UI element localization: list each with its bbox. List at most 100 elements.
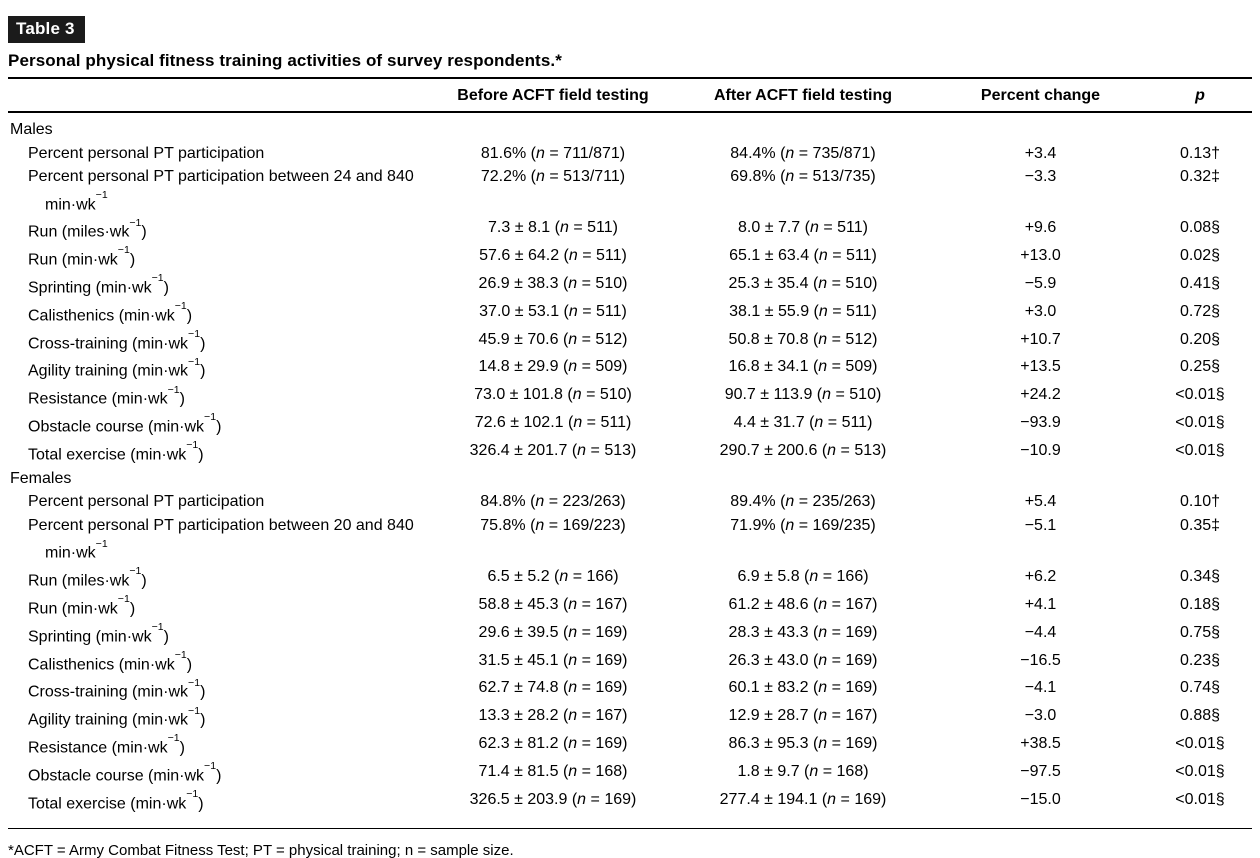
cell-before: 84.8% (n = 223/263) [480, 493, 626, 511]
cell-after: 28.3 ± 43.3 (n = 169) [728, 623, 878, 641]
section-row-males: Males [8, 112, 1252, 142]
cell-after: 277.4 ± 194.1 (n = 169) [719, 790, 887, 808]
cell-percent-change: −15.0 [1020, 790, 1061, 808]
title-rule [8, 77, 1252, 79]
cell-percent-change: −16.5 [1020, 651, 1061, 669]
cell-before: 62.3 ± 81.2 (n = 169) [478, 735, 628, 753]
col-header-stub [8, 79, 433, 113]
cell-p-value: 0.13† [1179, 144, 1221, 162]
col-header-percent-change: Percent change [933, 79, 1148, 113]
table-row: Total exercise (min·wk−1) 326.5 ± 203.9 … [8, 788, 1252, 816]
cell-after: 38.1 ± 55.9 (n = 511) [729, 302, 877, 320]
cell-p-value: 0.18§ [1179, 595, 1221, 613]
cell-after: 69.8% (n = 513/735) [730, 168, 876, 185]
cell-p-value: 0.75§ [1179, 623, 1221, 641]
cell-percent-change: −5.1 [1024, 516, 1057, 534]
row-label-line2: min·wk−1 [45, 188, 108, 213]
table-row: Total exercise (min·wk−1) 326.4 ± 201.7 … [8, 439, 1252, 467]
cell-p-value: 0.32‡ [1179, 168, 1221, 185]
cell-before: 45.9 ± 70.6 (n = 512) [478, 330, 628, 348]
row-label: Resistance (min·wk−1) [28, 383, 185, 408]
table-row: Resistance (min·wk−1) 73.0 ± 101.8 (n = … [8, 383, 1252, 411]
cell-percent-change: +5.4 [1024, 493, 1057, 511]
cell-before: 75.8% (n = 169/223) [480, 516, 626, 534]
cell-percent-change: +9.6 [1024, 219, 1057, 237]
cell-p-value: 0.25§ [1179, 358, 1221, 376]
table-row: Obstacle course (min·wk−1) 72.6 ± 102.1 … [8, 411, 1252, 439]
table-row: Run (min·wk−1) 57.6 ± 64.2 (n = 511) 65.… [8, 244, 1252, 272]
table-row: Cross-training (min·wk−1) 62.7 ± 74.8 (n… [8, 676, 1252, 704]
table-row: Calisthenics (min·wk−1) 31.5 ± 45.1 (n =… [8, 649, 1252, 677]
row-label-line1: Percent personal PT participation betwee… [28, 516, 414, 534]
table-row: Agility training (min·wk−1) 13.3 ± 28.2 … [8, 704, 1252, 732]
cell-before: 72.2% (n = 513/711) [480, 168, 626, 185]
row-label: Agility training (min·wk−1) [28, 704, 206, 729]
cell-percent-change: +3.0 [1024, 302, 1057, 320]
table-row: Percent personal PT participation 84.8% … [8, 490, 1252, 514]
row-label: Resistance (min·wk−1) [28, 732, 185, 757]
row-label: Obstacle course (min·wk−1) [28, 411, 222, 436]
table-row: Sprinting (min·wk−1) 29.6 ± 39.5 (n = 16… [8, 621, 1252, 649]
table-row: Percent personal PT participation 81.6% … [8, 142, 1252, 166]
cell-p-value: 0.34§ [1179, 568, 1221, 586]
row-label-line2: min·wk−1 [45, 537, 108, 562]
cell-after: 61.2 ± 48.6 (n = 167) [728, 595, 878, 613]
cell-p-value: 0.72§ [1179, 302, 1221, 320]
cell-after: 8.0 ± 7.7 (n = 511) [738, 219, 868, 237]
cell-after: 4.4 ± 31.7 (n = 511) [733, 414, 873, 432]
row-label: Cross-training (min·wk−1) [28, 327, 206, 352]
cell-after: 12.9 ± 28.7 (n = 167) [728, 707, 878, 725]
cell-after: 6.9 ± 5.8 (n = 166) [737, 568, 869, 586]
cell-before: 14.8 ± 29.9 (n = 509) [478, 358, 628, 376]
table-title: Personal physical fitness training activ… [8, 51, 562, 70]
cell-before: 29.6 ± 39.5 (n = 169) [478, 623, 628, 641]
cell-p-value: <0.01§ [1175, 762, 1225, 780]
cell-percent-change: +13.5 [1020, 358, 1061, 376]
table-row: Percent personal PT participation betwee… [8, 514, 1252, 565]
cell-p-value: 0.08§ [1179, 219, 1221, 237]
row-label: Calisthenics (min·wk−1) [28, 300, 193, 325]
cell-p-value: 0.74§ [1179, 679, 1221, 697]
row-label: Cross-training (min·wk−1) [28, 676, 206, 701]
cell-p-value: <0.01§ [1175, 790, 1225, 808]
row-label: Agility training (min·wk−1) [28, 355, 206, 380]
data-table: Before ACFT field testing After ACFT fie… [8, 79, 1252, 816]
section-label: Females [10, 469, 72, 487]
row-label: Percent personal PT participation [28, 144, 265, 162]
cell-percent-change: +4.1 [1024, 595, 1057, 613]
cell-after: 90.7 ± 113.9 (n = 510) [724, 386, 882, 404]
col-header-p: p [1148, 79, 1252, 113]
cell-percent-change: +24.2 [1020, 386, 1061, 404]
row-label: Obstacle course (min·wk−1) [28, 760, 222, 785]
table-row: Obstacle course (min·wk−1) 71.4 ± 81.5 (… [8, 760, 1252, 788]
row-label: Total exercise (min·wk−1) [28, 439, 204, 464]
cell-percent-change: −93.9 [1020, 414, 1061, 432]
cell-p-value: 0.41§ [1179, 274, 1221, 292]
table-row: Run (miles·wk−1) 6.5 ± 5.2 (n = 166) 6.9… [8, 565, 1252, 593]
cell-before: 81.6% (n = 711/871) [480, 144, 626, 162]
cell-after: 86.3 ± 95.3 (n = 169) [728, 735, 878, 753]
cell-before: 58.8 ± 45.3 (n = 167) [478, 595, 628, 613]
footnote-abbreviations: *ACFT = Army Combat Fitness Test; PT = p… [8, 841, 514, 858]
cell-p-value: 0.88§ [1179, 707, 1221, 725]
table-row: Calisthenics (min·wk−1) 37.0 ± 53.1 (n =… [8, 300, 1252, 328]
cell-before: 73.0 ± 101.8 (n = 510) [474, 386, 632, 404]
col-header-after: After ACFT field testing [673, 79, 933, 113]
cell-after: 65.1 ± 63.4 (n = 511) [729, 247, 877, 265]
cell-percent-change: −97.5 [1020, 762, 1061, 780]
cell-after: 71.9% (n = 169/235) [730, 516, 876, 534]
cell-p-value: 0.10† [1179, 493, 1221, 511]
cell-before: 326.4 ± 201.7 (n = 513) [469, 441, 637, 459]
cell-after: 89.4% (n = 235/263) [730, 493, 876, 511]
footnotes: *ACFT = Army Combat Fitness Test; PT = p… [8, 827, 1252, 858]
row-label: Calisthenics (min·wk−1) [28, 648, 193, 673]
cell-after: 290.7 ± 200.6 (n = 513) [719, 441, 887, 459]
cell-before: 31.5 ± 45.1 (n = 169) [478, 651, 628, 669]
cell-p-value: <0.01§ [1175, 386, 1225, 404]
cell-percent-change: −4.1 [1024, 679, 1057, 697]
cell-before: 26.9 ± 38.3 (n = 510) [478, 274, 628, 292]
cell-after: 84.4% (n = 735/871) [730, 144, 876, 162]
row-label: Total exercise (min·wk−1) [28, 787, 204, 813]
cell-before: 72.6 ± 102.1 (n = 511) [474, 414, 632, 432]
cell-before: 326.5 ± 203.9 (n = 169) [469, 790, 637, 808]
